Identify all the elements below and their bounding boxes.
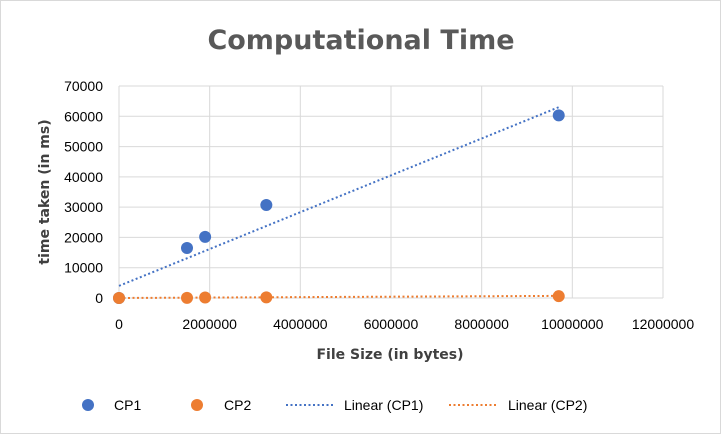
y-tick-label: 40000: [64, 169, 103, 185]
y-axis-title: time taken (in ms): [37, 119, 53, 264]
data-point-cp1: [181, 242, 193, 255]
data-point-cp1: [260, 199, 273, 212]
legend: CP1 CP2 Linear (CP1) Linear (CP2): [82, 397, 587, 413]
y-tick-label: 70000: [64, 78, 103, 94]
legend-label-cp1: CP1: [114, 397, 141, 413]
legend-marker-cp1: [82, 399, 94, 411]
x-tick-label: 10000000: [541, 316, 604, 332]
data-point-cp1: [552, 109, 565, 122]
y-tick-label: 10000: [64, 260, 103, 276]
legend-label-linear-cp1: Linear (CP1): [344, 397, 423, 413]
y-tick-label: 0: [95, 290, 103, 306]
legend-marker-cp2: [191, 399, 203, 411]
x-tick-label: 4000000: [273, 316, 328, 332]
x-tick-label: 2000000: [182, 316, 237, 332]
y-axis-ticks: 0 10000 20000 30000 40000 50000 60000 70000: [64, 78, 103, 306]
chart-title: Computational Time: [207, 25, 514, 56]
y-tick-label: 60000: [64, 108, 103, 124]
x-tick-label: 8000000: [454, 316, 509, 332]
data-point-cp2: [552, 290, 565, 303]
data-point-cp2: [199, 291, 212, 304]
x-tick-label: 12000000: [632, 316, 695, 332]
x-axis-ticks: 0 2000000 4000000 6000000 8000000 10000000 120…: [115, 316, 694, 332]
y-tick-label: 20000: [64, 229, 103, 245]
data-point-cp2: [181, 291, 193, 304]
legend-label-cp2: CP2: [224, 397, 251, 413]
data-points: [113, 109, 565, 304]
trendlines: [118, 106, 560, 299]
y-tick-label: 50000: [64, 139, 103, 155]
trendline: [118, 106, 560, 287]
x-tick-label: 0: [115, 316, 123, 332]
data-point-cp2: [113, 292, 125, 304]
data-point-cp2: [260, 291, 273, 304]
x-tick-label: 6000000: [364, 316, 419, 332]
grid: [118, 85, 664, 299]
x-axis-title: File Size (in bytes): [316, 347, 463, 363]
y-tick-label: 30000: [64, 199, 103, 215]
legend-label-linear-cp2: Linear (CP2): [508, 397, 587, 413]
data-point-cp1: [199, 230, 212, 243]
